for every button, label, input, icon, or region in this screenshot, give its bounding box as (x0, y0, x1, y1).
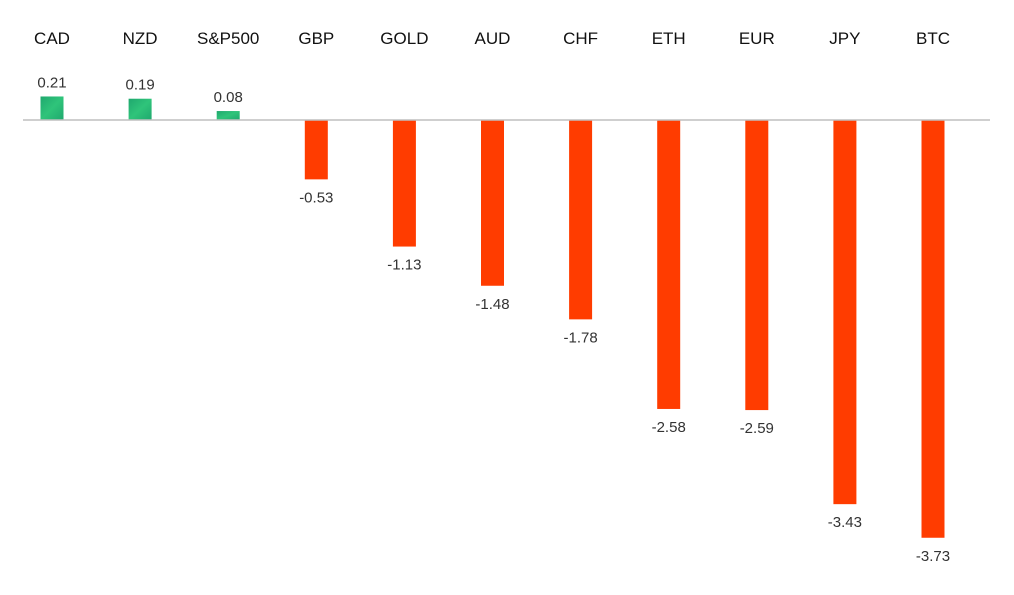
category-label-eur: EUR (739, 29, 775, 48)
bar-aud (481, 120, 504, 286)
value-label-nzd: 0.19 (125, 77, 154, 94)
bar-s-p500 (216, 111, 240, 120)
category-label-aud: AUD (475, 29, 511, 48)
category-label-s-p500: S&P500 (197, 29, 259, 48)
bar-gbp (304, 120, 328, 180)
value-label-gold: -1.13 (387, 257, 421, 274)
category-label-nzd: NZD (123, 29, 158, 48)
bar-gold (392, 120, 416, 247)
category-label-gold: GOLD (380, 29, 428, 48)
value-labels: 0.21 0.19 0.08 -0.53 -1.13 -1.48 -1.78 -2.58 -2.… (37, 74, 950, 564)
value-label-cad: 0.21 (37, 74, 66, 91)
bar-eth (657, 120, 681, 409)
bar-btc (921, 120, 945, 538)
category-label-eth: ETH (652, 29, 686, 48)
bar-chf (569, 120, 593, 320)
value-label-gbp: -0.53 (299, 189, 333, 206)
category-label-chf: CHF (563, 29, 598, 48)
category-label-btc: BTC (916, 29, 950, 48)
bar-eur (745, 120, 769, 411)
category-label-jpy: JPY (829, 29, 860, 48)
value-label-eur: -2.59 (740, 420, 774, 437)
value-label-eth: -2.58 (652, 419, 686, 436)
category-label-cad: CAD (34, 29, 70, 48)
category-label-gbp: GBP (298, 29, 334, 48)
category-labels: CAD NZD S&P500 GBP GOLD AUD CHF ETH EUR JPY BTC (34, 29, 950, 48)
value-label-s-p500: 0.08 (214, 89, 243, 106)
bar-cad (40, 96, 64, 120)
bar-nzd (128, 98, 152, 120)
value-label-aud: -1.48 (475, 296, 509, 313)
value-label-btc: -3.73 (916, 548, 950, 565)
value-label-jpy: -3.43 (828, 514, 862, 531)
value-label-chf: -1.78 (563, 329, 597, 346)
bar-jpy (833, 120, 857, 505)
bars (40, 96, 945, 538)
